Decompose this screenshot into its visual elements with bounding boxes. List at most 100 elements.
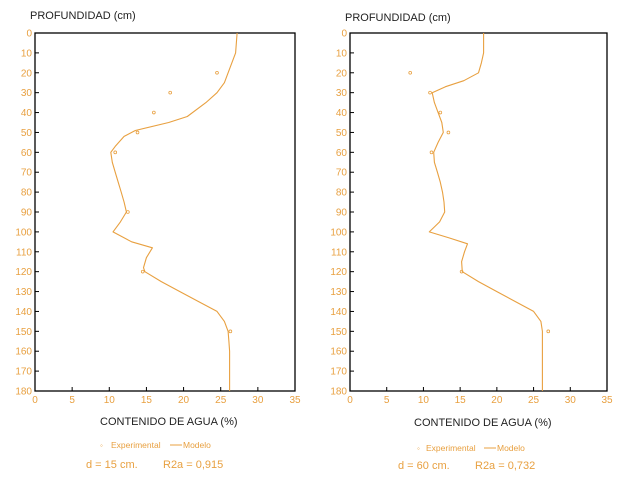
experimental-point <box>126 210 130 214</box>
experimental-point <box>459 269 464 274</box>
x-tick-label: 5 <box>69 395 75 406</box>
chart-right: PROFUNDIDAD (cm) 01020304050607080901001… <box>330 12 613 472</box>
legend-experimental-label: Experimental <box>426 443 476 453</box>
experimental-point <box>546 329 551 334</box>
experimental-point <box>215 70 219 75</box>
y-tick-label: 180 <box>15 387 32 398</box>
y-tick-label: 120 <box>330 267 347 278</box>
y-tick-label: 160 <box>15 347 32 358</box>
x-tick-label: 25 <box>528 395 540 406</box>
model-series <box>110 32 238 391</box>
y-tick-label: 90 <box>21 208 33 219</box>
y-tick-label: 0 <box>26 29 32 40</box>
x-tick-label: 30 <box>252 395 264 406</box>
x-tick-label: 0 <box>347 395 353 406</box>
legend-experimental-label: Experimental <box>111 440 161 450</box>
experimental-point <box>135 130 140 135</box>
y-tick-label: 100 <box>15 227 32 238</box>
y-tick-label: 100 <box>330 227 347 238</box>
experimental-series <box>113 70 233 334</box>
y-tick-label: 70 <box>336 168 348 179</box>
legend: ◦ Experimental Modelo <box>100 440 211 450</box>
experimental-point <box>152 110 156 115</box>
experimental-point <box>408 70 413 75</box>
y-tick-label: 30 <box>21 88 33 99</box>
y-tick-label: 50 <box>21 128 33 139</box>
y-tick-label: 0 <box>341 29 347 40</box>
y-tick-label: 60 <box>336 148 348 159</box>
y-tick-label: 80 <box>336 188 348 199</box>
experimental-point <box>113 150 118 155</box>
experimental-point <box>140 269 145 274</box>
x-axis-ticks: 0 5 10 15 20 25 30 35 <box>32 387 301 406</box>
y-tick-label: 110 <box>331 247 347 258</box>
x-axis-title: CONTENIDO DE AGUA (%) <box>100 416 238 428</box>
param-d: d = 60 cm. <box>398 460 450 472</box>
y-tick-label: 170 <box>330 367 347 378</box>
y-axis-title: PROFUNDIDAD (cm) <box>30 10 136 22</box>
x-tick-label: 5 <box>384 395 390 406</box>
y-tick-label: 20 <box>21 68 33 79</box>
y-tick-label: 10 <box>21 48 33 59</box>
y-tick-label: 170 <box>15 367 32 378</box>
y-tick-label: 140 <box>330 307 347 318</box>
legend: ◦ Experimental Modelo <box>417 443 525 453</box>
y-tick-label: 40 <box>21 108 33 119</box>
y-tick-label: 30 <box>336 88 348 99</box>
y-tick-label: 130 <box>330 287 347 298</box>
experimental-series <box>408 70 551 334</box>
y-tick-label: 160 <box>330 347 347 358</box>
x-tick-label: 15 <box>455 395 467 406</box>
experimental-point <box>438 110 443 115</box>
chart-left: PROFUNDIDAD (cm) 01020304050607080901001… <box>15 10 301 471</box>
y-tick-label: 70 <box>21 168 33 179</box>
plot-frame <box>34 32 296 392</box>
x-tick-label: 20 <box>178 395 190 406</box>
x-tick-label: 35 <box>289 395 301 406</box>
x-axis-ticks: 0 5 10 15 20 25 30 35 <box>347 387 613 406</box>
param-r2: R2a = 0,915 <box>163 459 223 471</box>
y-tick-label: 180 <box>330 387 347 398</box>
x-tick-label: 0 <box>32 395 38 406</box>
y-axis-ticks: 0 10 20 30 40 50 60 70 80 90 100 110 120 130 140 150 160… <box>330 29 354 398</box>
x-tick-label: 35 <box>601 395 613 406</box>
y-tick-label: 20 <box>336 68 348 79</box>
experimental-point <box>429 150 434 155</box>
legend-experimental-marker: ◦ <box>100 441 103 450</box>
legend-model-label: Modelo <box>183 440 211 450</box>
y-tick-label: 120 <box>15 267 32 278</box>
plot-frame <box>349 32 608 392</box>
y-tick-label: 140 <box>15 307 32 318</box>
param-d: d = 15 cm. <box>86 459 138 471</box>
x-axis-title: CONTENIDO DE AGUA (%) <box>414 417 552 429</box>
y-tick-label: 60 <box>21 148 33 159</box>
y-tick-label: 10 <box>336 48 348 59</box>
y-tick-label: 80 <box>21 188 33 199</box>
y-tick-label: 50 <box>336 128 348 139</box>
x-tick-label: 30 <box>565 395 577 406</box>
y-tick-label: 150 <box>15 327 32 338</box>
legend-model-label: Modelo <box>497 443 525 453</box>
x-tick-label: 10 <box>104 395 116 406</box>
x-tick-label: 25 <box>215 395 227 406</box>
experimental-point <box>168 90 173 95</box>
y-axis-title: PROFUNDIDAD (cm) <box>345 12 451 24</box>
legend-experimental-marker: ◦ <box>417 444 420 453</box>
experimental-point <box>228 329 233 334</box>
x-tick-label: 20 <box>491 395 503 406</box>
y-tick-label: 90 <box>336 208 348 219</box>
experimental-point <box>446 130 451 135</box>
param-r2: R2a = 0,732 <box>475 460 535 472</box>
experimental-point <box>428 90 432 95</box>
model-line <box>110 32 238 391</box>
x-tick-label: 10 <box>418 395 430 406</box>
model-line <box>428 33 543 391</box>
y-axis-ticks: 0 10 20 30 40 50 60 70 80 90 100 110 120 130 140 150 160… <box>15 29 39 398</box>
y-tick-label: 40 <box>336 108 348 119</box>
y-tick-label: 110 <box>16 247 32 258</box>
model-series <box>428 33 543 391</box>
y-tick-label: 150 <box>330 327 347 338</box>
x-tick-label: 15 <box>141 395 153 406</box>
y-tick-label: 130 <box>15 287 32 298</box>
